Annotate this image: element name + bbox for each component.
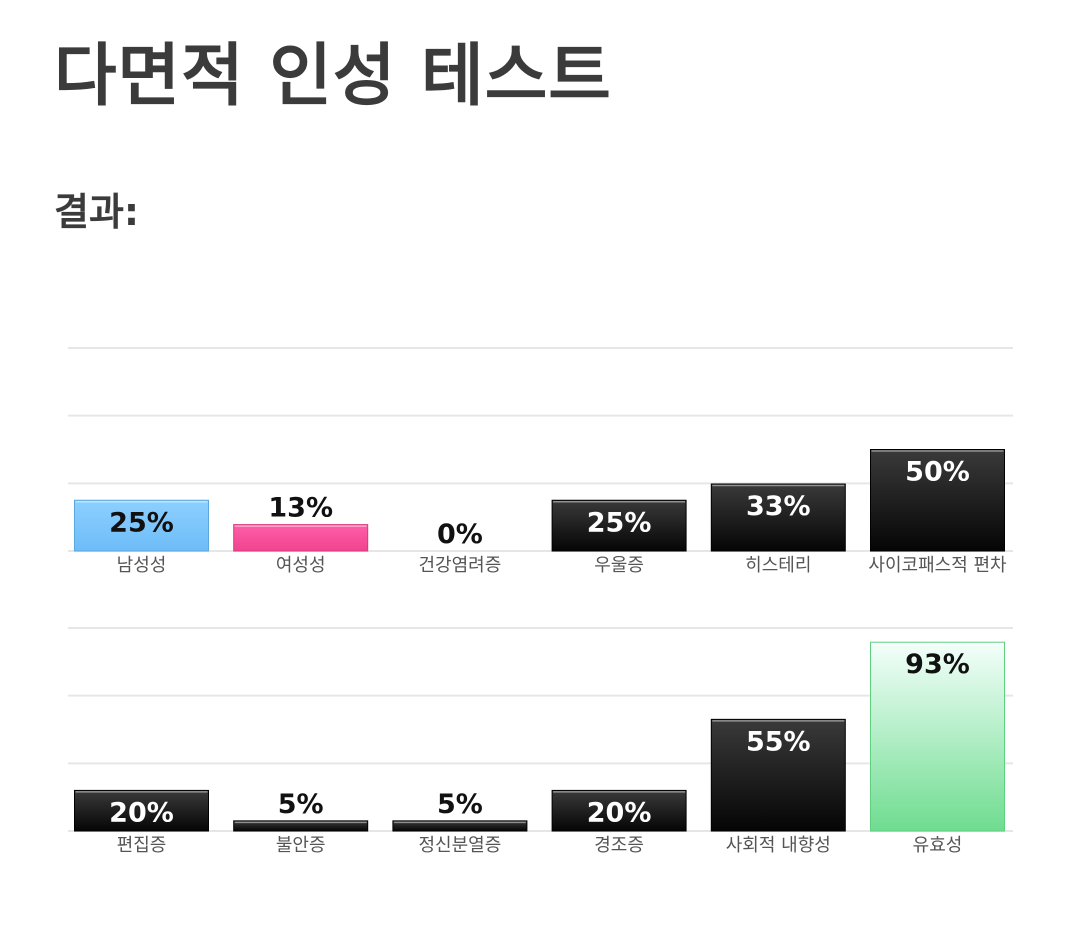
page-title: 다면적 인성 테스트 — [54, 37, 612, 116]
bar-value-label: 5% — [278, 789, 324, 820]
category-label: 경조증 — [594, 835, 644, 856]
category-label: 정신분열증 — [418, 835, 501, 856]
bar-value-label: 33% — [746, 491, 811, 522]
bar-value-label: 50% — [905, 457, 970, 488]
category-label: 여성성 — [276, 555, 326, 576]
category-label: 유효성 — [913, 835, 963, 856]
bar — [392, 820, 528, 832]
bar-value-label: 0% — [437, 519, 483, 550]
bar-chart-2: 20% 편집증 5% 불안증 5% 정신분열증 20% 경조증 55% 사회적 내향성 93% 유효성 — [68, 627, 1013, 856]
bar — [710, 718, 846, 832]
category-label: 불안증 — [276, 835, 326, 856]
category-label: 사회적 내향성 — [726, 835, 831, 856]
bar-value-label: 13% — [268, 493, 333, 524]
bar-value-label: 20% — [109, 797, 174, 828]
category-label: 우울증 — [594, 555, 644, 576]
category-label: 사이코패스적 편차 — [868, 555, 1007, 576]
bar — [870, 641, 1005, 832]
bar-value-label: 93% — [905, 649, 970, 680]
bar — [74, 499, 209, 552]
bar-value-label: 5% — [437, 789, 483, 820]
bar — [710, 483, 846, 552]
results-heading: 결과: — [54, 190, 140, 234]
category-label: 건강염려증 — [418, 555, 501, 576]
bar-value-label: 25% — [109, 507, 174, 538]
bar-value-label: 55% — [746, 726, 811, 757]
category-label: 남성성 — [117, 555, 167, 576]
category-label: 히스테리 — [745, 555, 811, 576]
bar — [74, 789, 209, 832]
bar — [551, 789, 687, 832]
bar — [551, 499, 687, 552]
bar — [233, 820, 369, 832]
bar-value-label: 20% — [587, 797, 652, 828]
bar — [870, 449, 1005, 552]
bar — [233, 524, 369, 552]
category-label: 편집증 — [117, 835, 167, 856]
bar-chart-1: 25% 남성성 13% 여성성 0% 건강염려증 25% 우울증 33% 히스테리 50% 사이코패스… — [68, 347, 1013, 576]
bar-value-label: 25% — [587, 507, 652, 538]
